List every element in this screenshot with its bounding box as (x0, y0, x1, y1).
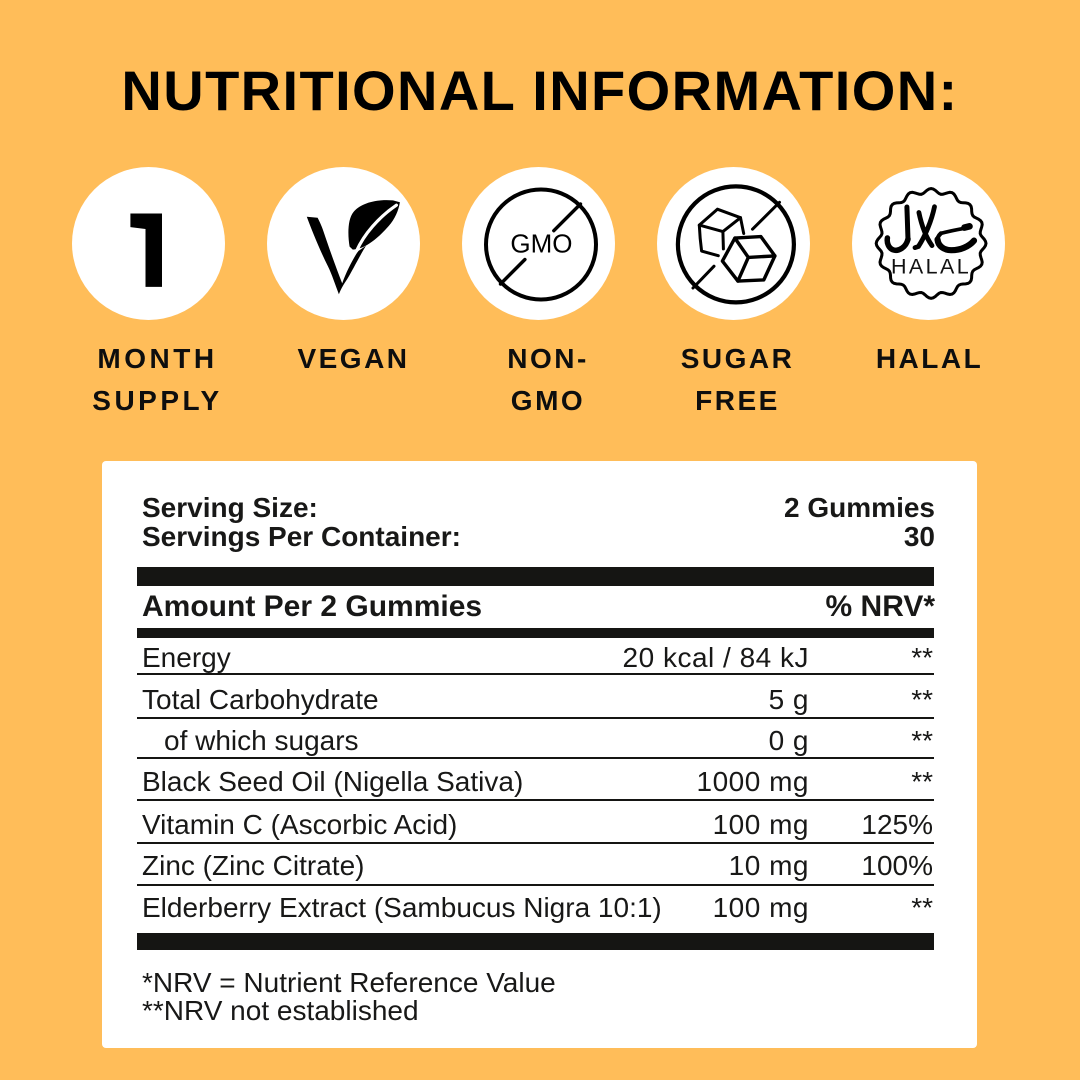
svg-text:GMO: GMO (510, 228, 572, 258)
svg-text:HALAL: HALAL (890, 254, 970, 278)
